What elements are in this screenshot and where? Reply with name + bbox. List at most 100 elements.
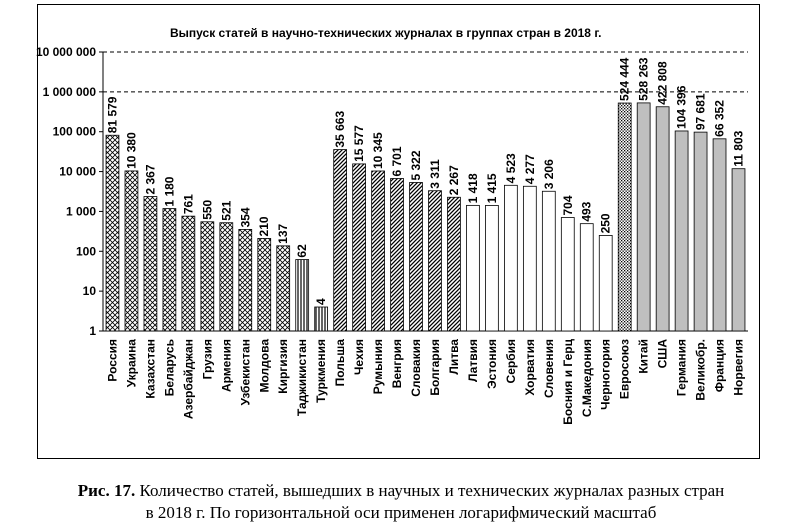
log-bar-chart: Выпуск статей в научно-технических журна… [36,26,748,425]
x-tick-label: Норвегия [732,339,746,396]
x-tick-label: Германия [675,339,689,396]
x-tick-label: Китай [637,339,651,374]
data-label: 35 663 [333,111,347,148]
y-tick-label: 10 000 [59,165,96,179]
bar [352,163,366,332]
x-tick-label: Словакия [409,339,423,397]
bar [219,222,234,332]
bar [276,245,291,332]
data-label: 137 [276,223,290,243]
bar [636,102,651,332]
caption-line1: Количество статей, вышедших в научных и … [135,481,725,500]
grid-layer [103,51,748,93]
x-tick-label: Туркмения [314,339,328,403]
data-label: 250 [599,213,613,233]
bar [466,204,480,332]
bar [522,185,537,332]
data-label: 1 180 [162,176,176,206]
bar [579,223,594,332]
bar [485,205,499,332]
bar [541,190,556,332]
y-tick-label: 1 000 [66,204,96,218]
data-label: 62 [295,244,309,258]
data-label: 550 [200,199,214,219]
data-label: 493 [580,201,594,221]
x-tick-label: Великобр. [694,339,708,401]
data-label: 761 [181,194,195,214]
caption-line2: в 2018 г. По горизонтальной оси применен… [145,503,657,522]
bar [598,235,613,332]
x-tick-label: Чехия [352,339,366,375]
bar [238,229,253,332]
x-axis: Россия Украина Казахстан Беларусь Азербайджа… [105,338,745,424]
x-tick-label: Украина [124,339,138,388]
x-tick-label: Таджикистан [295,339,309,416]
data-label: 6 701 [390,146,404,176]
bar [124,170,139,332]
value-labels: 81 579 10 380 2 367 1 180 761 550 521 354 210 137… [105,57,745,305]
data-label: 422 808 [656,61,670,105]
x-tick-label: С.Македония [580,339,594,417]
data-label: 524 444 [618,57,632,101]
data-label: 97 681 [694,93,708,130]
data-label: 10 345 [371,132,385,169]
x-tick-label: Молдова [257,339,271,393]
y-tick-label: 1 000 000 [43,85,97,99]
data-label: 2 267 [447,165,461,195]
x-tick-label: Россия [105,339,119,382]
data-label: 104 396 [675,85,689,129]
x-tick-label: Азербайджан [181,339,195,419]
data-label: 4 523 [504,153,518,183]
bar [409,182,423,332]
bar [504,184,518,332]
x-tick-label: Евросоюз [618,339,632,399]
data-label: 4 [314,298,328,305]
x-tick-label: Литва [447,339,461,375]
x-tick-label: Эстония [485,339,499,389]
x-tick-label: Латвия [466,339,480,382]
caption-label: Рис. 17. [77,481,136,500]
bar [314,306,329,332]
x-tick-label: Грузия [200,339,214,379]
bar [257,238,272,332]
y-tick-label: 10 000 000 [36,45,96,59]
bar [617,102,632,332]
data-label: 66 352 [713,100,727,137]
x-tick-label: Венгрия [390,339,404,388]
y-tick-label: 10 [83,284,97,298]
bar [655,106,670,332]
bar [105,134,120,332]
bar [200,221,215,332]
y-tick-label: 100 000 [53,125,97,139]
bar [560,217,575,332]
data-label: 81 579 [105,96,119,133]
data-label: 3 206 [542,159,556,189]
x-tick-label: Хорватия [523,339,537,396]
data-label: 354 [238,207,252,227]
bar [447,196,461,332]
bar [693,131,708,332]
data-label: 11 803 [732,130,746,166]
data-label: 4 277 [523,154,537,184]
x-tick-label: США [656,339,670,369]
chart-title: Выпуск статей в научно-технических журна… [170,26,601,40]
data-label: 1 418 [466,173,480,203]
y-axis: 1 10 100 1 000 10 000 100 000 1 000 000 10 000 … [36,45,748,338]
bar [143,196,158,332]
x-tick-label: Казахстан [143,339,157,399]
figure-caption: Рис. 17. Количество статей, вышедших в н… [0,480,802,524]
data-label: 704 [561,195,575,215]
bar [390,178,404,332]
x-tick-label: Словения [542,339,556,398]
bar [295,259,310,332]
bar [333,149,347,332]
y-tick-label: 1 [89,324,96,338]
data-label: 5 322 [409,150,423,180]
data-label: 210 [257,216,271,236]
bars [105,102,746,332]
x-tick-label: Сербия [504,339,518,383]
x-tick-label: Черногория [599,339,613,410]
x-tick-label: Босния и Герц [561,338,575,424]
y-tick-label: 100 [76,244,96,258]
bar [731,168,746,332]
